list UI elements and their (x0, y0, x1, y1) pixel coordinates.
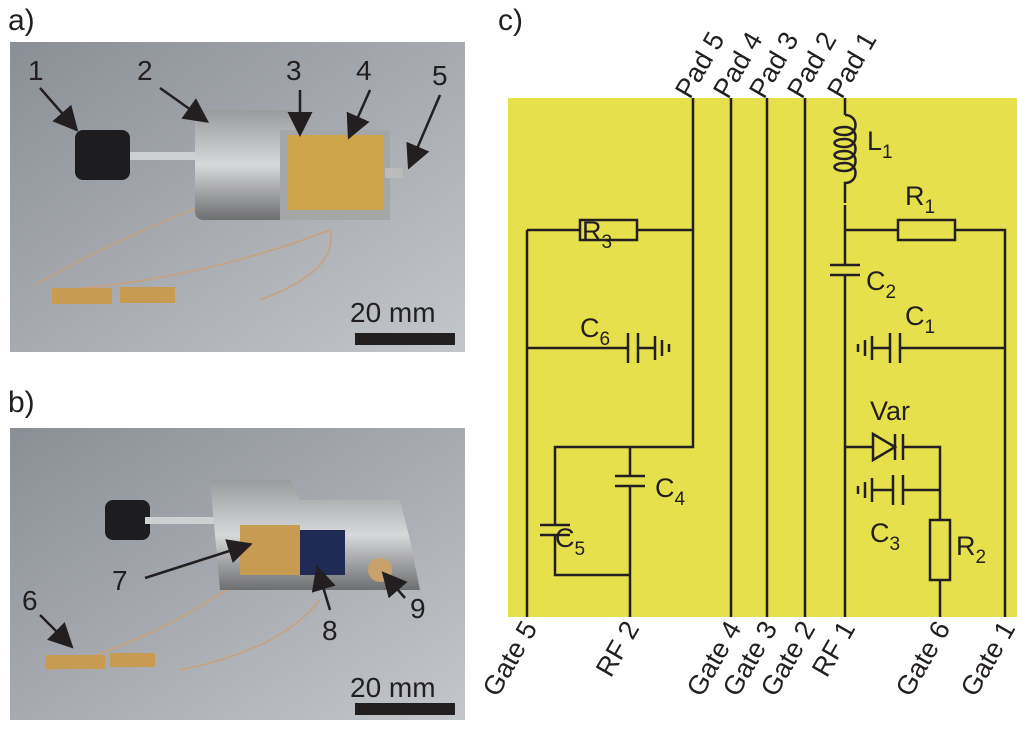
callout: 2 (137, 55, 153, 86)
panel-label: b) (8, 386, 35, 419)
scale-bar (355, 703, 455, 715)
component-symbol: C (555, 523, 575, 553)
component-symbol: C (870, 518, 890, 548)
component-index: 1 (925, 197, 936, 218)
component-index: 1 (925, 317, 936, 338)
terminal-label: RF 1 (806, 616, 861, 682)
component-symbol: C (905, 301, 925, 331)
panel-label: a) (8, 4, 35, 37)
callout: 4 (356, 55, 372, 86)
terminal-label: Gate 1 (955, 616, 1017, 701)
terminal-label: Gate 5 (477, 616, 544, 701)
scale-bar-label: 20 mm (350, 672, 436, 703)
callout: 6 (22, 585, 38, 616)
component-symbol: R (582, 216, 602, 246)
component-index: 3 (890, 534, 901, 555)
callout: 7 (112, 565, 128, 596)
component-index: 6 (600, 329, 611, 350)
component-index: 3 (602, 232, 613, 253)
component-index: 1 (882, 142, 893, 163)
component-index: 2 (976, 547, 987, 568)
component-symbol: R (956, 531, 976, 561)
terminal-label: RF 2 (590, 616, 645, 682)
component-index: 4 (675, 489, 686, 510)
callout: 1 (28, 55, 44, 86)
terminal-label: Gate 6 (890, 616, 957, 701)
component-symbol: R (905, 181, 925, 211)
component-label: Var (870, 396, 910, 426)
panel-c: c) Pad 5 Pad 4 Pad 3 Pad 2 Pad 1 Gate 5 … (477, 4, 1017, 701)
callout: 8 (322, 615, 338, 646)
component-symbol: C (866, 266, 886, 296)
panel-a: a) 1 2 3 4 5 20 mm (8, 4, 465, 352)
panel-label: c) (498, 4, 523, 37)
panel-b: b) 6 7 8 9 20 mm (8, 386, 465, 720)
component-symbol: C (655, 473, 675, 503)
figure: a) 1 2 3 4 5 20 mm b) 6 7 8 (0, 0, 1017, 731)
scale-bar-label: 20 mm (350, 297, 436, 328)
component-index: 2 (886, 282, 897, 303)
component-index: 5 (575, 539, 586, 560)
component-symbol: L (867, 126, 882, 156)
callout: 3 (286, 55, 302, 86)
callout: 9 (410, 593, 426, 624)
scale-bar (355, 333, 455, 345)
component-symbol: C (580, 313, 600, 343)
component-symbol: Var (870, 396, 910, 426)
callout: 5 (432, 60, 448, 91)
